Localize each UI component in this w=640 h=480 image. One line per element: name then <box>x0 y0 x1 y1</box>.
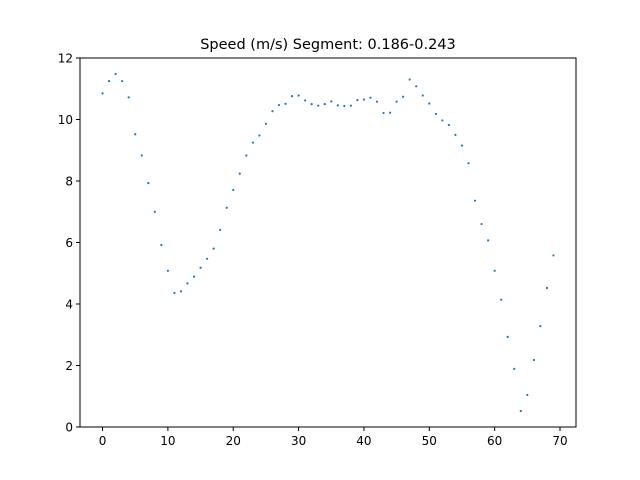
plot-area: 0 10 20 30 40 50 60 70 0 2 4 6 8 10 12 <box>58 52 568 449</box>
y-tick-label: 0 <box>65 421 73 435</box>
y-tick-label: 10 <box>58 113 73 127</box>
x-tick-label: 20 <box>226 434 241 448</box>
data-point <box>330 100 333 103</box>
data-point <box>395 100 398 103</box>
data-point <box>238 172 241 175</box>
x-tick-label: 60 <box>487 434 502 448</box>
data-point <box>186 282 189 285</box>
chart-title: Speed (m/s) Segment: 0.186-0.243 <box>200 37 456 53</box>
x-tick-label: 70 <box>552 434 567 448</box>
data-point <box>532 358 535 362</box>
data-point <box>500 298 503 301</box>
data-point <box>506 335 509 339</box>
data-point <box>290 95 294 98</box>
data-point <box>310 103 313 106</box>
data-point <box>114 72 117 76</box>
data-point <box>264 122 268 125</box>
data-point <box>539 325 542 328</box>
data-point <box>304 99 307 102</box>
y-tick-label: 12 <box>58 52 73 66</box>
y-tick-label: 8 <box>65 175 73 189</box>
data-point <box>447 123 450 127</box>
data-point <box>225 206 228 209</box>
data-point <box>101 92 104 95</box>
data-point <box>552 254 555 257</box>
data-point <box>460 144 464 147</box>
data-point <box>349 104 352 107</box>
data-point <box>121 79 124 83</box>
data-point <box>297 94 300 97</box>
data-point <box>382 111 385 115</box>
data-point <box>245 154 248 157</box>
y-tick-label: 2 <box>65 359 73 373</box>
data-point <box>277 103 281 107</box>
data-point <box>467 162 470 165</box>
data-point <box>545 286 549 290</box>
data-point <box>480 222 483 226</box>
y-tick-label: 4 <box>65 298 73 312</box>
data-point <box>271 110 274 113</box>
data-point <box>441 119 444 122</box>
y-tick-label: 6 <box>65 236 73 250</box>
data-point <box>284 102 287 105</box>
data-point <box>362 98 366 101</box>
data-point <box>513 367 516 370</box>
data-point <box>199 266 202 269</box>
data-point <box>402 95 405 98</box>
data-point <box>375 100 379 103</box>
data-point <box>166 269 169 272</box>
data-point <box>415 85 418 88</box>
data-point <box>343 104 346 108</box>
x-tick-label: 10 <box>160 434 175 448</box>
data-point <box>192 275 196 278</box>
data-point <box>434 112 437 116</box>
data-point <box>428 102 431 105</box>
data-point <box>369 96 372 99</box>
data-point <box>323 103 326 106</box>
data-point <box>173 291 176 295</box>
x-tick-label: 50 <box>422 434 437 448</box>
data-point <box>127 96 130 99</box>
data-point <box>454 133 457 136</box>
data-point <box>219 228 222 231</box>
data-point <box>212 247 215 250</box>
data-point <box>206 257 209 260</box>
x-tick-label: 30 <box>291 434 306 448</box>
data-point <box>356 99 359 102</box>
data-point <box>140 154 143 157</box>
data-point <box>519 409 522 413</box>
data-point <box>232 188 235 192</box>
data-point <box>160 243 163 247</box>
x-tick-label: 40 <box>356 434 371 448</box>
data-point <box>493 269 496 272</box>
data-point <box>487 239 490 242</box>
data-point <box>258 134 261 137</box>
data-point <box>317 104 320 107</box>
data-point <box>179 290 183 293</box>
data-point <box>107 79 111 83</box>
x-tick-label: 0 <box>99 434 107 448</box>
data-point <box>408 78 411 81</box>
data-point <box>336 104 339 107</box>
data-point <box>526 393 529 397</box>
data-point <box>388 111 392 114</box>
data-point <box>251 141 254 144</box>
data-point <box>134 133 137 136</box>
data-point <box>421 94 424 97</box>
data-point <box>153 210 156 213</box>
axes-frame <box>79 57 577 428</box>
data-point <box>473 199 477 202</box>
data-point <box>147 182 150 185</box>
